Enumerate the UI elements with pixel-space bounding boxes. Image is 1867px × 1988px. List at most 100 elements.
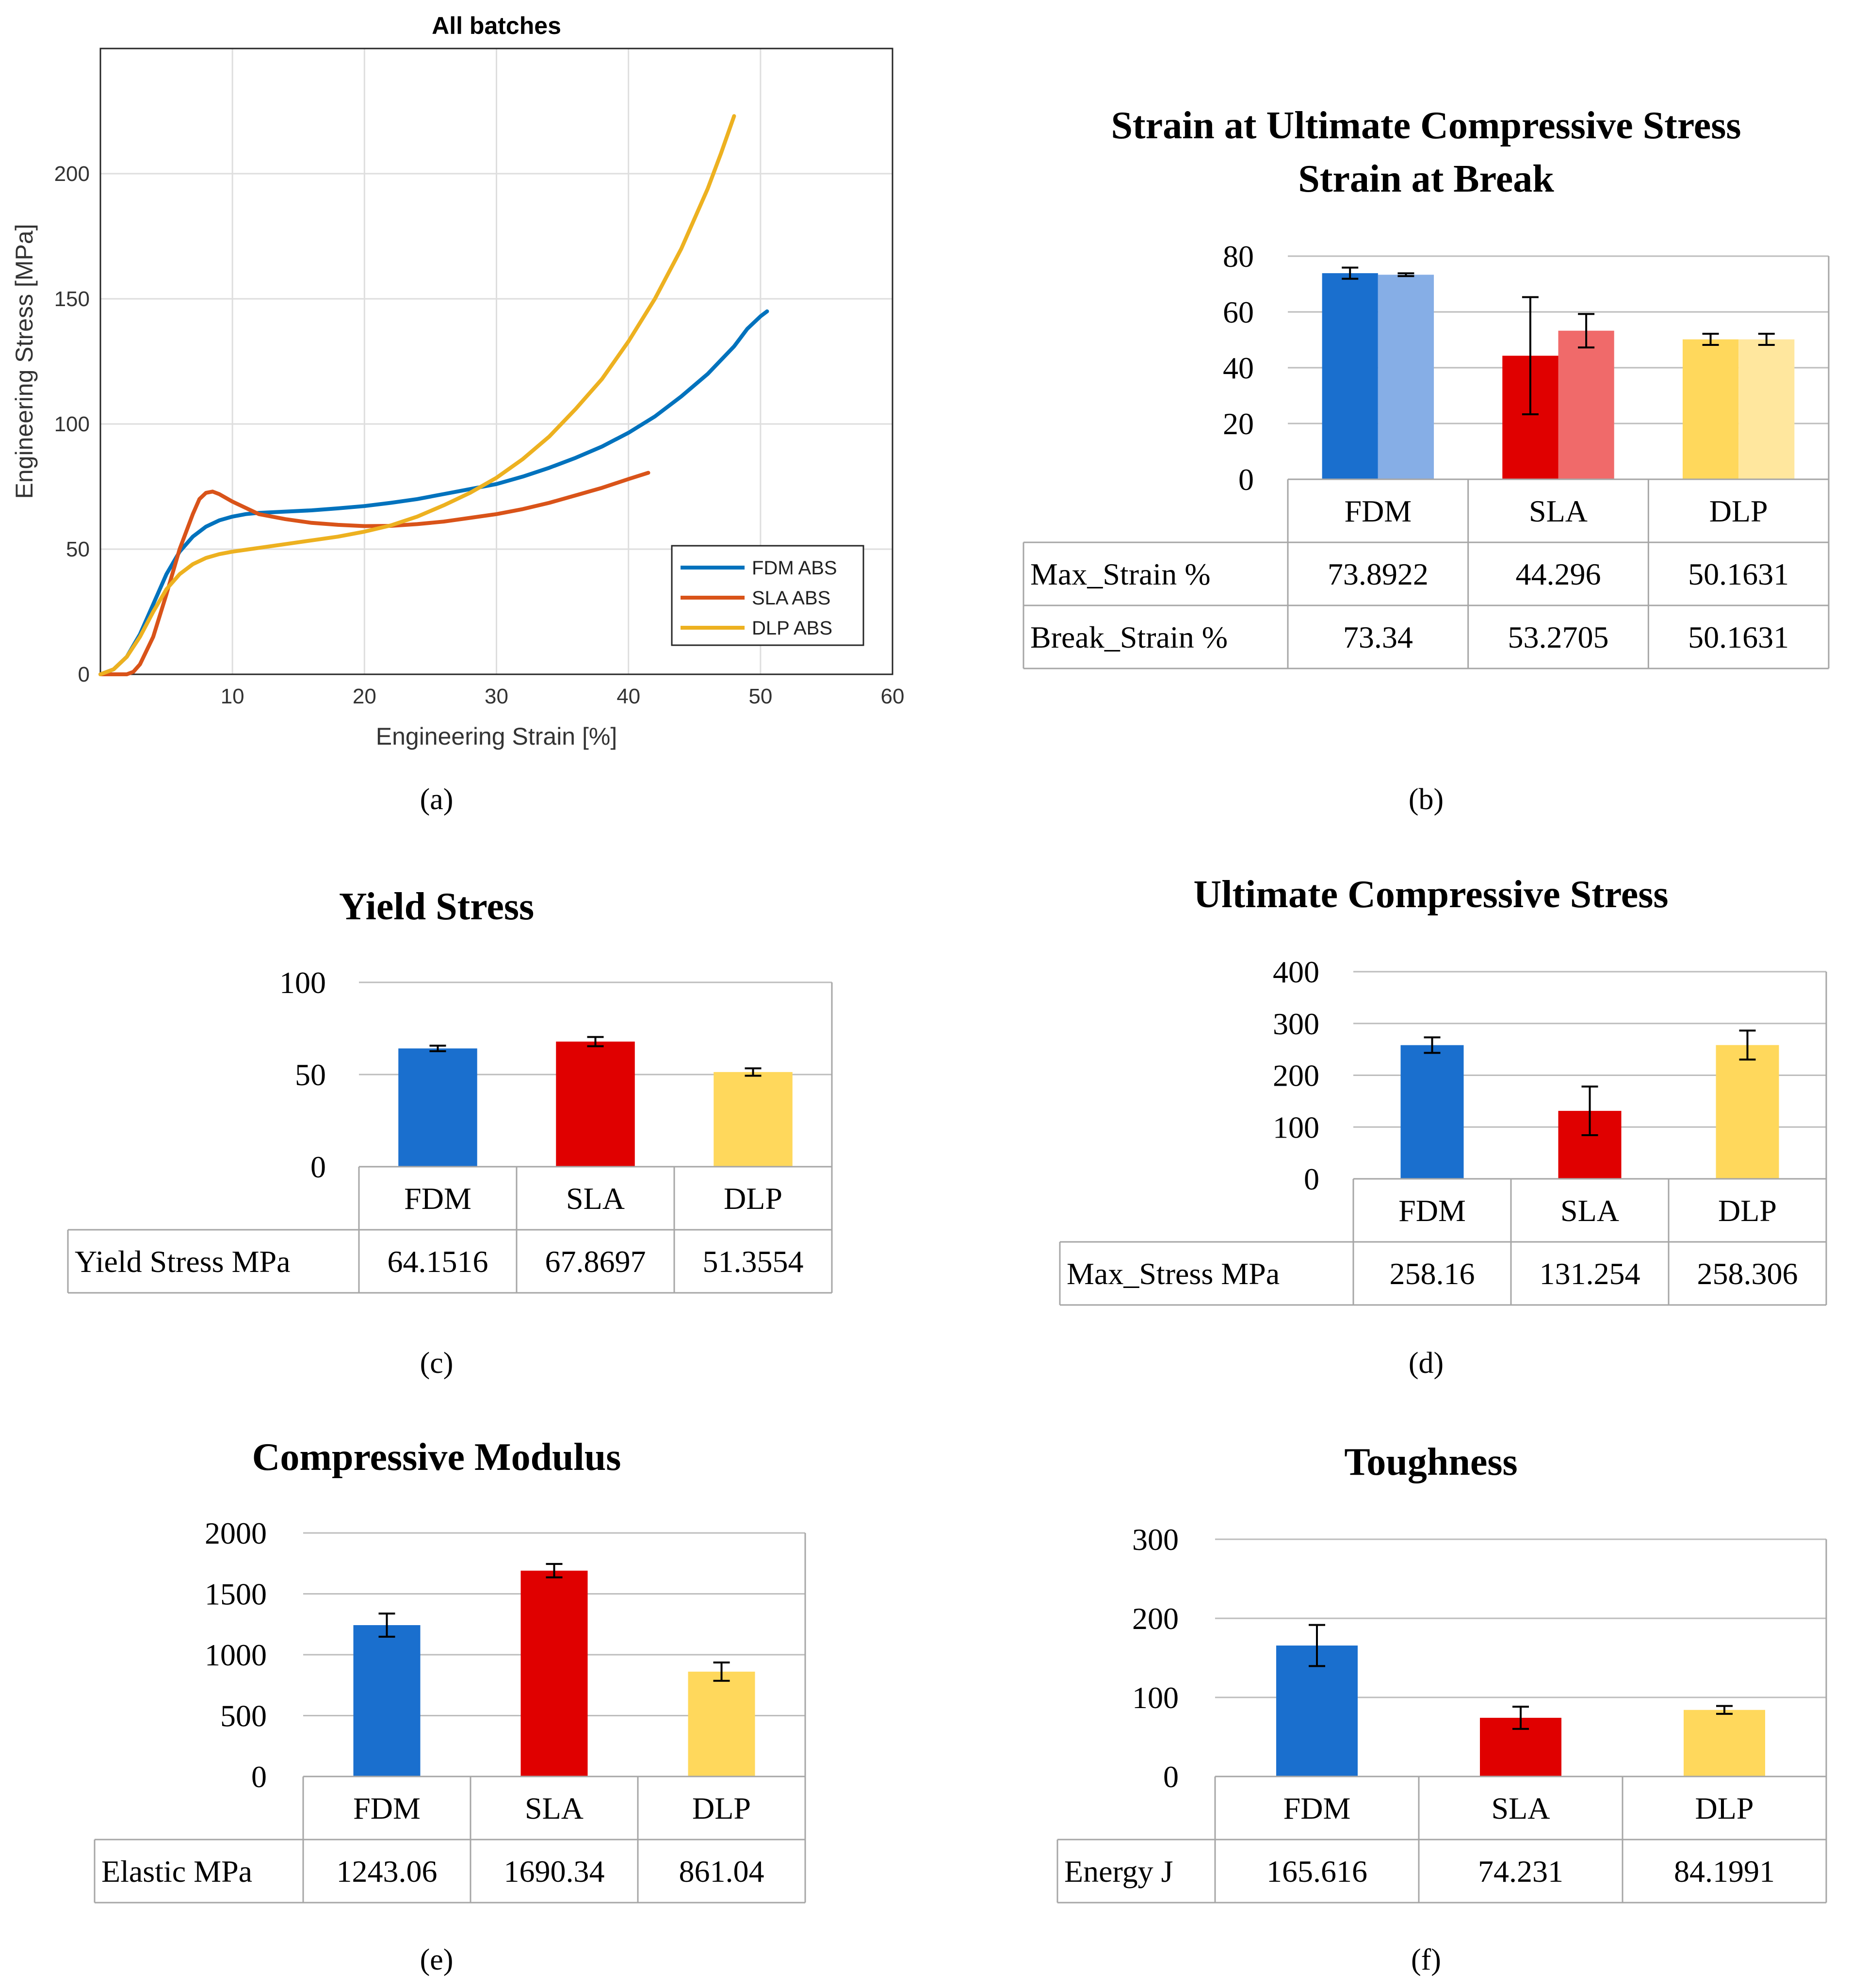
table-cell-value: 258.16	[1390, 1256, 1475, 1291]
row-header: Energy J	[1064, 1854, 1173, 1889]
bar-fdm-max	[1400, 1045, 1464, 1179]
x-tick-label: 20	[353, 684, 376, 708]
category-label: SLA	[1492, 1791, 1550, 1825]
caption-a: (a)	[420, 783, 454, 816]
legend-label-2: DLP ABS	[752, 618, 832, 639]
y-tick-label: 2000	[205, 1516, 267, 1550]
category-label: DLP	[692, 1791, 751, 1825]
caption-b: (b)	[1409, 783, 1444, 816]
bar-sla-elastic	[520, 1570, 588, 1776]
y-tick-label: 0	[78, 663, 90, 686]
chart-title: Ultimate Compressive Stress	[1193, 873, 1668, 916]
caption-e: (e)	[420, 1943, 454, 1976]
y-axis-label: Engineering Stress [MPa]	[11, 224, 38, 499]
y-tick-label: 200	[54, 162, 90, 186]
table-cell-value: 67.8697	[545, 1244, 646, 1279]
table-cell-value: 861.04	[679, 1854, 764, 1889]
bar-fdm-elastic	[353, 1625, 421, 1776]
table-cell-value: 53.2705	[1508, 620, 1609, 654]
caption-f: (f)	[1411, 1943, 1441, 1976]
bar-fdm-max	[1322, 273, 1378, 479]
y-tick-label: 400	[1273, 955, 1319, 989]
y-tick-label: 50	[295, 1058, 326, 1092]
category-label: DLP	[1695, 1791, 1754, 1825]
y-tick-label: 40	[1223, 351, 1254, 385]
bar-sla-break	[1558, 330, 1614, 479]
bar-fdm-yield	[398, 1048, 477, 1167]
y-tick-label: 50	[66, 538, 90, 561]
y-tick-label: 1500	[205, 1577, 267, 1612]
bar-dlp-yield	[714, 1072, 793, 1167]
y-tick-label: 80	[1223, 239, 1254, 274]
series-line-dlp	[98, 114, 736, 676]
y-tick-label: 0	[310, 1150, 326, 1184]
y-tick-label: 60	[1223, 295, 1254, 329]
y-tick-label: 0	[1304, 1162, 1319, 1196]
chart-title: Toughness	[1344, 1441, 1517, 1483]
panel-c-yield-chart: Yield Stress 0 50 100 FDM SLA DLP Yield Stress …	[67, 885, 833, 1294]
bar-dlp-max	[1682, 339, 1739, 479]
bar-fdm-break	[1378, 275, 1434, 479]
table-cell-value: 64.1516	[388, 1244, 488, 1279]
y-tick-label: 100	[1273, 1110, 1319, 1144]
bar-sla-yield	[556, 1042, 635, 1167]
panel-a-line-chart: 10 20 30 40 50 60 0 50 100 150 200 All batches Engin…	[11, 12, 904, 750]
category-label: DLP	[1709, 494, 1768, 528]
chart-title: Strain at Ultimate Compressive Stress	[1111, 104, 1741, 147]
y-tick-label: 500	[220, 1699, 267, 1733]
row-header: Max_Strain %	[1030, 557, 1211, 591]
series-line-fdm	[98, 309, 769, 676]
table-cell-value: 50.1631	[1688, 557, 1789, 591]
category-label: FDM	[353, 1791, 421, 1825]
panel-b-strain-chart: Strain at Ultimate Compressive Stress Str…	[1023, 104, 1830, 669]
y-tick-label: 300	[1132, 1522, 1179, 1557]
x-tick-label: 10	[221, 684, 244, 708]
y-tick-label: 100	[279, 965, 326, 1000]
y-tick-label: 1000	[205, 1638, 267, 1672]
panel-f-toughness-chart: Toughness 0 100 200 300 FDM SLA DLP Energy J 165.…	[1056, 1441, 1827, 1904]
series-line-sla	[98, 471, 650, 676]
caption-d: (d)	[1409, 1347, 1444, 1380]
y-tick-label: 200	[1273, 1059, 1319, 1093]
category-label: SLA	[525, 1791, 584, 1825]
y-tick-label: 20	[1223, 407, 1254, 441]
chart-title: Strain at Break	[1298, 158, 1554, 200]
category-label: SLA	[1560, 1193, 1619, 1228]
plot-title: All batches	[432, 12, 561, 39]
category-label: SLA	[1529, 494, 1588, 528]
y-tick-label: 150	[54, 287, 90, 311]
table-cell-value: 74.231	[1478, 1854, 1563, 1889]
category-label: FDM	[1398, 1193, 1466, 1228]
table-cell-value: 258.306	[1697, 1256, 1798, 1291]
table-cell-value: 1243.06	[337, 1854, 438, 1889]
y-tick-label: 0	[251, 1760, 267, 1794]
x-tick-label: 50	[748, 684, 772, 708]
bar-dlp-max	[1716, 1045, 1779, 1179]
category-label: DLP	[724, 1181, 782, 1216]
y-tick-label: 100	[54, 412, 90, 436]
table-cell-value: 165.616	[1266, 1854, 1367, 1889]
chart-title: Yield Stress	[339, 885, 534, 928]
y-tick-label: 100	[1132, 1680, 1179, 1715]
x-tick-label: 30	[485, 684, 508, 708]
x-tick-label: 40	[617, 684, 640, 708]
panel-e-modulus-chart: Compressive Modulus 0 500 1000 1500 2000 FDM SL…	[94, 1436, 806, 1904]
legend-label-0: FDM ABS	[752, 557, 837, 579]
category-label: SLA	[566, 1181, 625, 1216]
row-header: Max_Stress MPa	[1067, 1256, 1280, 1291]
chart-title: Compressive Modulus	[252, 1436, 621, 1479]
bar-dlp-elastic	[688, 1671, 755, 1776]
caption-c: (c)	[420, 1347, 454, 1380]
row-header: Elastic MPa	[101, 1854, 252, 1889]
category-label: FDM	[404, 1181, 471, 1216]
category-label: DLP	[1718, 1193, 1777, 1228]
row-header: Yield Stress MPa	[75, 1244, 290, 1279]
x-tick-label: 60	[881, 684, 905, 708]
x-axis-label: Engineering Strain [%]	[376, 723, 617, 750]
category-label: FDM	[1283, 1791, 1351, 1825]
y-tick-label: 200	[1132, 1601, 1179, 1636]
table-cell-value: 1690.34	[504, 1854, 605, 1889]
y-tick-label: 0	[1238, 462, 1254, 497]
row-header: Break_Strain %	[1030, 620, 1228, 654]
